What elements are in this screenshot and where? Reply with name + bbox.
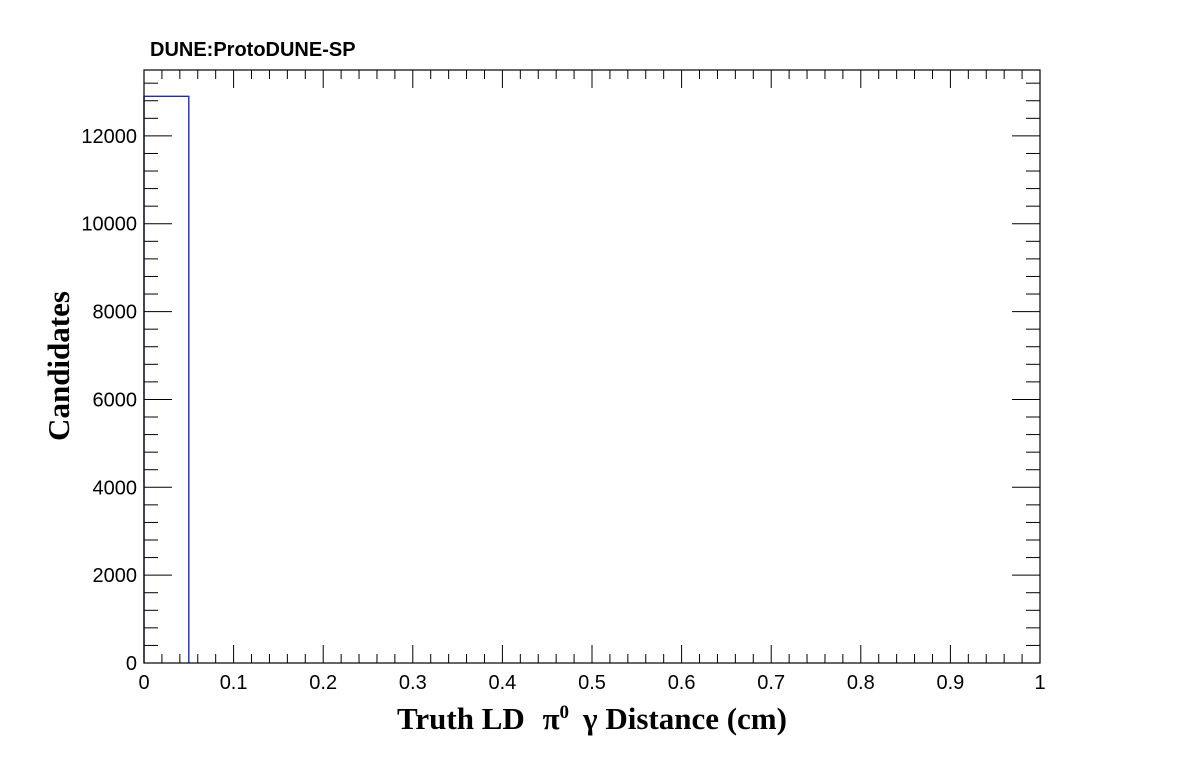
y-axis-title: Candidates: [41, 291, 76, 441]
chart-title: DUNE:ProtoDUNE-SP: [150, 39, 356, 61]
x-tick-label: 0.1: [220, 672, 248, 694]
x-tick-label: 0.7: [757, 672, 785, 694]
y-tick-label: 8000: [93, 302, 138, 324]
x-axis-title-pi: π: [543, 701, 560, 736]
y-axis-ticks: [144, 82, 1040, 664]
x-tick-label: 1: [1034, 672, 1045, 694]
x-tick-label: 0: [138, 672, 149, 694]
x-axis-title-suffix: Distance (cm): [598, 701, 787, 736]
x-tick-label: 0.8: [847, 672, 875, 694]
y-tick-label: 6000: [93, 389, 138, 411]
x-axis-title: Truth LD π0 γ Distance (cm): [397, 701, 787, 736]
x-axis-ticks: [143, 70, 1041, 663]
y-axis-tick-labels: 0 2000 4000 6000 8000 10000 12000: [81, 126, 137, 675]
y-tick-label: 2000: [93, 565, 138, 587]
x-tick-label: 0.4: [488, 672, 516, 694]
x-tick-label: 0.5: [578, 672, 606, 694]
x-axis-tick-labels: 0 0.1 0.2 0.3 0.4 0.5 0.6 0.7 0.8 0.9 1: [138, 672, 1045, 694]
x-tick-label: 0.2: [309, 672, 337, 694]
x-axis-title-pi-superscript: 0: [560, 702, 570, 723]
plot-frame: [143, 69, 1041, 664]
y-tick-label: 10000: [81, 214, 137, 236]
x-tick-label: 0.6: [668, 672, 696, 694]
y-tick-label: 12000: [81, 126, 137, 148]
x-tick-label: 0.3: [399, 672, 427, 694]
x-tick-label: 0.9: [936, 672, 964, 694]
y-tick-label: 4000: [93, 477, 138, 499]
y-tick-label: 0: [126, 653, 137, 675]
histogram-bars: [143, 95, 190, 663]
x-axis-title-prefix: Truth LD: [397, 701, 533, 736]
histogram-bin: [143, 95, 190, 663]
x-axis-title-gamma: γ: [582, 701, 598, 736]
